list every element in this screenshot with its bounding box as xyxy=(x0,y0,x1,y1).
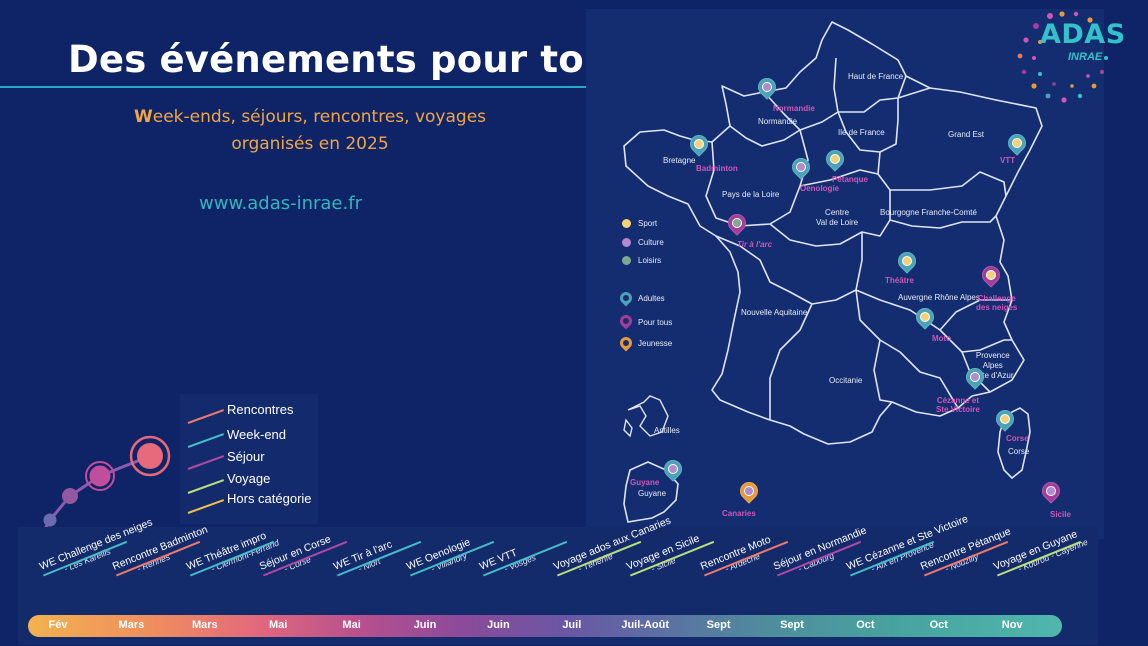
timeline-month: Juil xyxy=(562,619,582,631)
region-label: Bretagne xyxy=(663,156,696,165)
website-link[interactable]: www.adas-inrae.fr xyxy=(199,193,362,214)
region-label: Normandie xyxy=(758,117,798,126)
pin-label: Normandie xyxy=(773,104,815,113)
timeline-month: Oct xyxy=(929,619,948,631)
category-voyage: Voyage xyxy=(227,471,271,486)
legend-adultes: Adultes xyxy=(638,294,665,303)
legend-jeunesse: Jeunesse xyxy=(638,339,673,348)
category-week-end: Week-end xyxy=(227,427,287,442)
pin-label: Corse xyxy=(1006,434,1029,443)
region-label: Grand Est xyxy=(948,130,985,139)
timeline-month: Nov xyxy=(1001,619,1023,631)
timeline-month: Mai xyxy=(269,619,288,631)
timeline-bar xyxy=(28,615,1062,637)
timeline-month: Juin xyxy=(413,619,437,631)
title-underline xyxy=(0,86,594,88)
legend-culture: Culture xyxy=(638,238,664,247)
timeline-month: Mars xyxy=(191,619,218,631)
logo-sub: INRAE xyxy=(1068,51,1103,63)
pin-label: Badminton xyxy=(696,164,738,173)
timeline-month: Mai xyxy=(342,619,361,631)
timeline-month: Mars xyxy=(118,619,145,631)
timeline-month: Oct xyxy=(856,619,875,631)
category-hors-categorie: Hors catégorie xyxy=(227,491,312,506)
pin-label: Tir à l'arc xyxy=(737,240,773,249)
loisirs-legend-dot xyxy=(622,256,631,265)
pin-label: Moto xyxy=(932,334,952,343)
pin-label: VTT xyxy=(1000,156,1016,165)
region-label: Guyane xyxy=(638,489,667,498)
pin-label: Guyane xyxy=(630,478,660,487)
page-title: Des événements pour tous xyxy=(68,38,633,81)
pin-label: Canaries xyxy=(722,509,756,518)
category-sejour: Séjour xyxy=(227,449,265,464)
pin-label: Pétanque xyxy=(832,175,869,184)
timeline-month: Juin xyxy=(487,619,510,631)
region-label: Auvergne Rhône Alpes xyxy=(898,293,980,302)
logo-name: ADAS xyxy=(1040,19,1126,50)
region-label: Antilles xyxy=(654,426,680,435)
legend-loisirs: Loisirs xyxy=(638,256,662,265)
map-panel xyxy=(586,9,1104,539)
subtitle-initial: W xyxy=(133,107,153,127)
culture-legend-dot xyxy=(622,238,631,247)
region-label: Occitanie xyxy=(829,376,863,385)
timeline-month: Sept xyxy=(780,619,804,631)
region-label: Nouvelle Aquitaine xyxy=(741,308,808,317)
region-label: Haut de France xyxy=(848,72,904,81)
pin-label: Théâtre xyxy=(885,276,914,285)
timeline-month: Sept xyxy=(706,619,731,631)
subtitle-line-1: eek-ends, séjours, rencontres, voyages xyxy=(152,107,487,127)
pin-label: Sicile xyxy=(1050,510,1071,519)
region-label: Bourgogne Franche-Comté xyxy=(880,208,977,217)
sport-legend-dot xyxy=(622,219,631,228)
legend-sport: Sport xyxy=(638,219,658,228)
timeline-month: Fév xyxy=(48,619,68,631)
subtitle: Week-ends, séjours, rencontres, voyages … xyxy=(100,104,520,158)
region-label: Ile de France xyxy=(838,128,885,137)
legend-pour-tous: Pour tous xyxy=(638,318,673,327)
subtitle-line-2: organisés en 2025 xyxy=(231,134,389,154)
pin-label: Oenologie xyxy=(800,184,840,193)
region-label: Centre Val de Loire xyxy=(816,208,859,227)
category-rencontres: Rencontres xyxy=(227,402,294,417)
region-label: Corse xyxy=(1008,447,1030,456)
pin-label: Cézanne et Ste Victoire xyxy=(936,396,980,414)
pin-label: Challenge des neiges xyxy=(976,294,1018,312)
timeline-month: Juil-Août xyxy=(621,619,670,631)
region-label: Pays de la Loire xyxy=(722,190,780,199)
